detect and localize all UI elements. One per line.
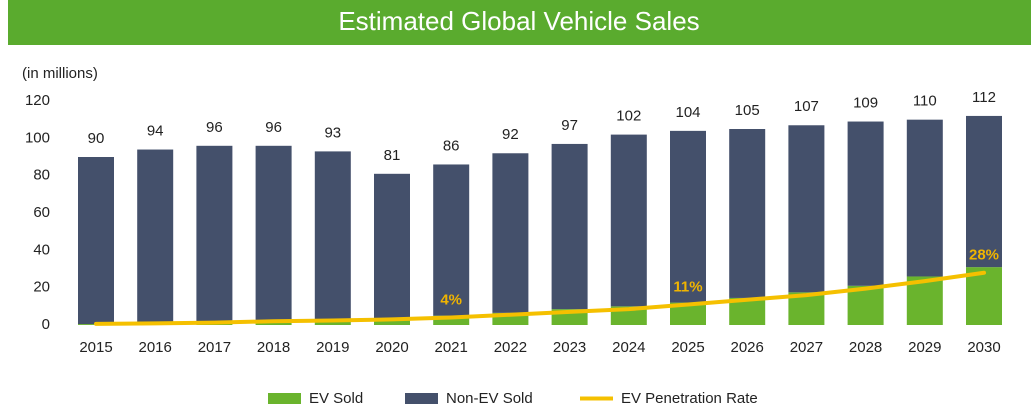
chart-title: Estimated Global Vehicle Sales <box>338 6 699 36</box>
y-tick-label: 0 <box>42 316 50 333</box>
total-label: 81 <box>384 147 401 164</box>
bar <box>847 121 884 286</box>
legend-swatch <box>405 393 438 404</box>
x-tick-label: 2015 <box>79 339 112 356</box>
total-label: 104 <box>675 104 700 121</box>
total-label: 102 <box>616 108 641 125</box>
bar <box>374 173 410 320</box>
data-label: 28% <box>969 247 999 264</box>
y-tick-label: 80 <box>33 167 50 184</box>
x-tick-label: 2030 <box>967 339 1000 356</box>
bar <box>729 129 766 298</box>
bar <box>492 153 529 313</box>
bar <box>551 143 588 310</box>
bar <box>78 157 114 325</box>
bar <box>433 164 470 316</box>
x-tick-label: 2025 <box>671 339 704 356</box>
y-tick-label: 40 <box>33 241 50 258</box>
bar <box>314 320 351 325</box>
total-label: 97 <box>561 117 578 134</box>
x-tick-label: 2019 <box>316 339 349 356</box>
line <box>94 270 986 326</box>
legend-label: EV Sold <box>309 390 363 407</box>
bar <box>788 125 825 293</box>
y-tick-label: 120 <box>25 92 50 109</box>
y-axis-label: (in millions) <box>22 65 98 82</box>
bar <box>374 319 410 325</box>
y-tick-label: 60 <box>33 204 50 221</box>
bar <box>255 145 292 322</box>
x-tick-label: 2018 <box>257 339 290 356</box>
bar <box>670 130 706 303</box>
x-tick-label: 2022 <box>494 339 527 356</box>
x-tick-label: 2021 <box>435 339 468 356</box>
y-tick-label: 100 <box>25 129 50 146</box>
bar <box>196 145 233 323</box>
x-tick-label: 2020 <box>375 339 408 356</box>
data-label: 11% <box>673 278 702 295</box>
total-label: 86 <box>443 137 460 154</box>
bar <box>670 302 706 325</box>
legend-swatch <box>580 396 613 401</box>
total-label: 90 <box>88 130 105 147</box>
total-label: 105 <box>735 102 760 119</box>
data-label: 4% <box>440 292 462 309</box>
bar <box>966 115 1002 268</box>
x-tick-label: 2026 <box>731 339 764 356</box>
bar <box>906 119 943 277</box>
bar <box>433 315 470 325</box>
x-tick-label: 2017 <box>198 339 231 356</box>
legend-swatch <box>268 393 301 404</box>
total-label: 110 <box>913 93 937 110</box>
x-tick-label: 2027 <box>790 339 823 356</box>
bar <box>610 134 647 307</box>
bar <box>966 267 1002 325</box>
total-label: 96 <box>206 119 223 136</box>
x-tick-label: 2016 <box>139 339 172 356</box>
title-bar <box>8 0 1031 45</box>
x-tick-label: 2028 <box>849 339 882 356</box>
total-label: 94 <box>147 123 164 140</box>
total-label: 96 <box>265 119 282 136</box>
total-label: 92 <box>502 126 519 143</box>
legend-label: Non-EV Sold <box>446 390 533 407</box>
x-tick-label: 2023 <box>553 339 586 356</box>
legend-label: EV Penetration Rate <box>621 390 758 407</box>
total-label: 112 <box>972 89 996 106</box>
total-label: 109 <box>853 95 878 112</box>
x-tick-label: 2029 <box>908 339 941 356</box>
y-tick-label: 20 <box>33 279 50 296</box>
x-tick-label: 2024 <box>612 339 645 356</box>
total-label: 93 <box>324 124 341 141</box>
bar <box>137 149 174 324</box>
bar <box>314 151 351 321</box>
bar <box>847 285 884 325</box>
total-label: 107 <box>794 98 819 115</box>
